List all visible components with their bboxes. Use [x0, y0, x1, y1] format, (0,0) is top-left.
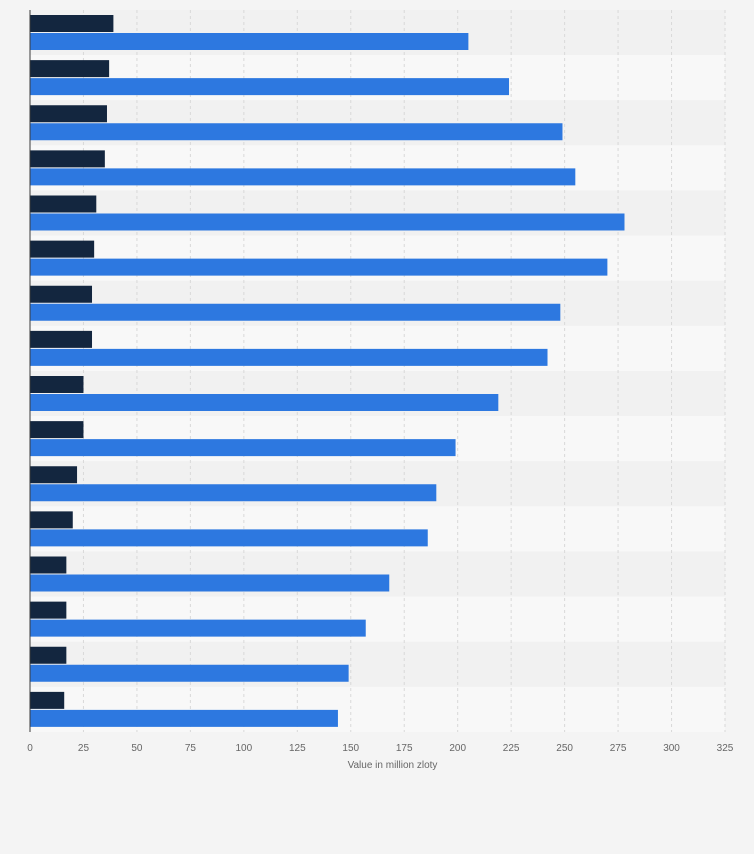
x-tick-label: 25: [78, 743, 90, 754]
bar-series-1: [30, 376, 84, 393]
x-tick-label: 200: [449, 743, 466, 754]
bar-series-2: [30, 258, 608, 276]
bar-series-2: [30, 33, 469, 50]
x-tick-label: 50: [131, 743, 143, 754]
bar-series-1: [30, 511, 73, 529]
bar-series-2: [30, 78, 510, 96]
bar-series-2: [30, 303, 561, 321]
bar-series-1: [30, 646, 67, 664]
bar-series-1: [30, 15, 114, 32]
bar-series-1: [30, 285, 93, 303]
bar-series-2: [30, 484, 437, 502]
bar-series-1: [30, 556, 67, 574]
x-tick-labels: 0 25 50 75 100 125 150 175 200 225 250 275 300 325: [27, 743, 734, 754]
bars: [30, 15, 625, 727]
bar-series-1: [30, 421, 84, 439]
bar-series-1: [30, 150, 105, 168]
bar-series-2: [30, 439, 456, 457]
bar-series-1: [30, 60, 110, 78]
bar-series-2: [30, 619, 366, 637]
bar-series-1: [30, 601, 67, 619]
bar-series-1: [30, 330, 93, 348]
x-tick-label: 250: [556, 743, 573, 754]
bar-series-2: [30, 168, 576, 186]
x-tick-label: 300: [663, 743, 680, 754]
bar-series-2: [30, 213, 625, 231]
x-tick-label: 100: [236, 743, 253, 754]
bar-series-1: [30, 195, 97, 213]
bar-series-1: [30, 240, 95, 258]
x-tick-label: 275: [610, 743, 627, 754]
bar-series-2: [30, 123, 563, 141]
x-tick-label: 125: [289, 743, 306, 754]
bar-series-1: [30, 105, 107, 123]
x-tick-label: 225: [503, 743, 520, 754]
bar-series-2: [30, 574, 390, 592]
bar-series-2: [30, 529, 428, 547]
x-tick-label: 150: [342, 743, 359, 754]
x-tick-label: 0: [27, 743, 33, 754]
bar-series-2: [30, 394, 499, 411]
x-axis-title: Value in million zloty: [348, 760, 438, 771]
bar-series-1: [30, 691, 65, 709]
bar-series-2: [30, 348, 548, 366]
bar-series-2: [30, 664, 349, 682]
bar-series-1: [30, 466, 78, 484]
x-tick-label: 325: [717, 743, 734, 754]
x-tick-label: 175: [396, 743, 413, 754]
bar-series-2: [30, 709, 338, 727]
x-tick-label: 75: [185, 743, 197, 754]
